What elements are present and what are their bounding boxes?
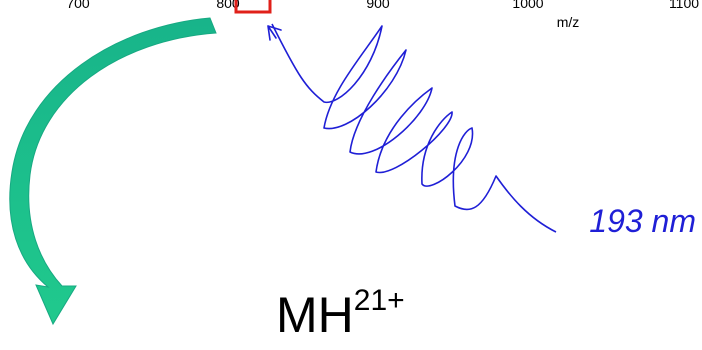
precursor-selection-box xyxy=(234,0,272,14)
tick-label-800: 800 xyxy=(216,0,240,11)
mz-axis: 700 800 900 1000 1100 m/z xyxy=(66,0,699,30)
laser-arrowhead-icon xyxy=(267,25,282,41)
tick-label-1100: 1100 xyxy=(669,0,699,11)
tick-label-700: 700 xyxy=(66,0,90,11)
tick-label-1000: 1000 xyxy=(512,0,543,11)
precursor-ion-label: MH21+ xyxy=(276,284,405,343)
curved-arrow-icon xyxy=(9,17,217,326)
x-axis-label: m/z xyxy=(557,14,580,30)
wavelength-label: 193 nm xyxy=(589,203,696,239)
ion-base: MH xyxy=(276,287,354,343)
ion-charge: 21+ xyxy=(354,284,405,317)
laser-wave-icon xyxy=(271,23,557,233)
tick-label-900: 900 xyxy=(366,0,390,11)
